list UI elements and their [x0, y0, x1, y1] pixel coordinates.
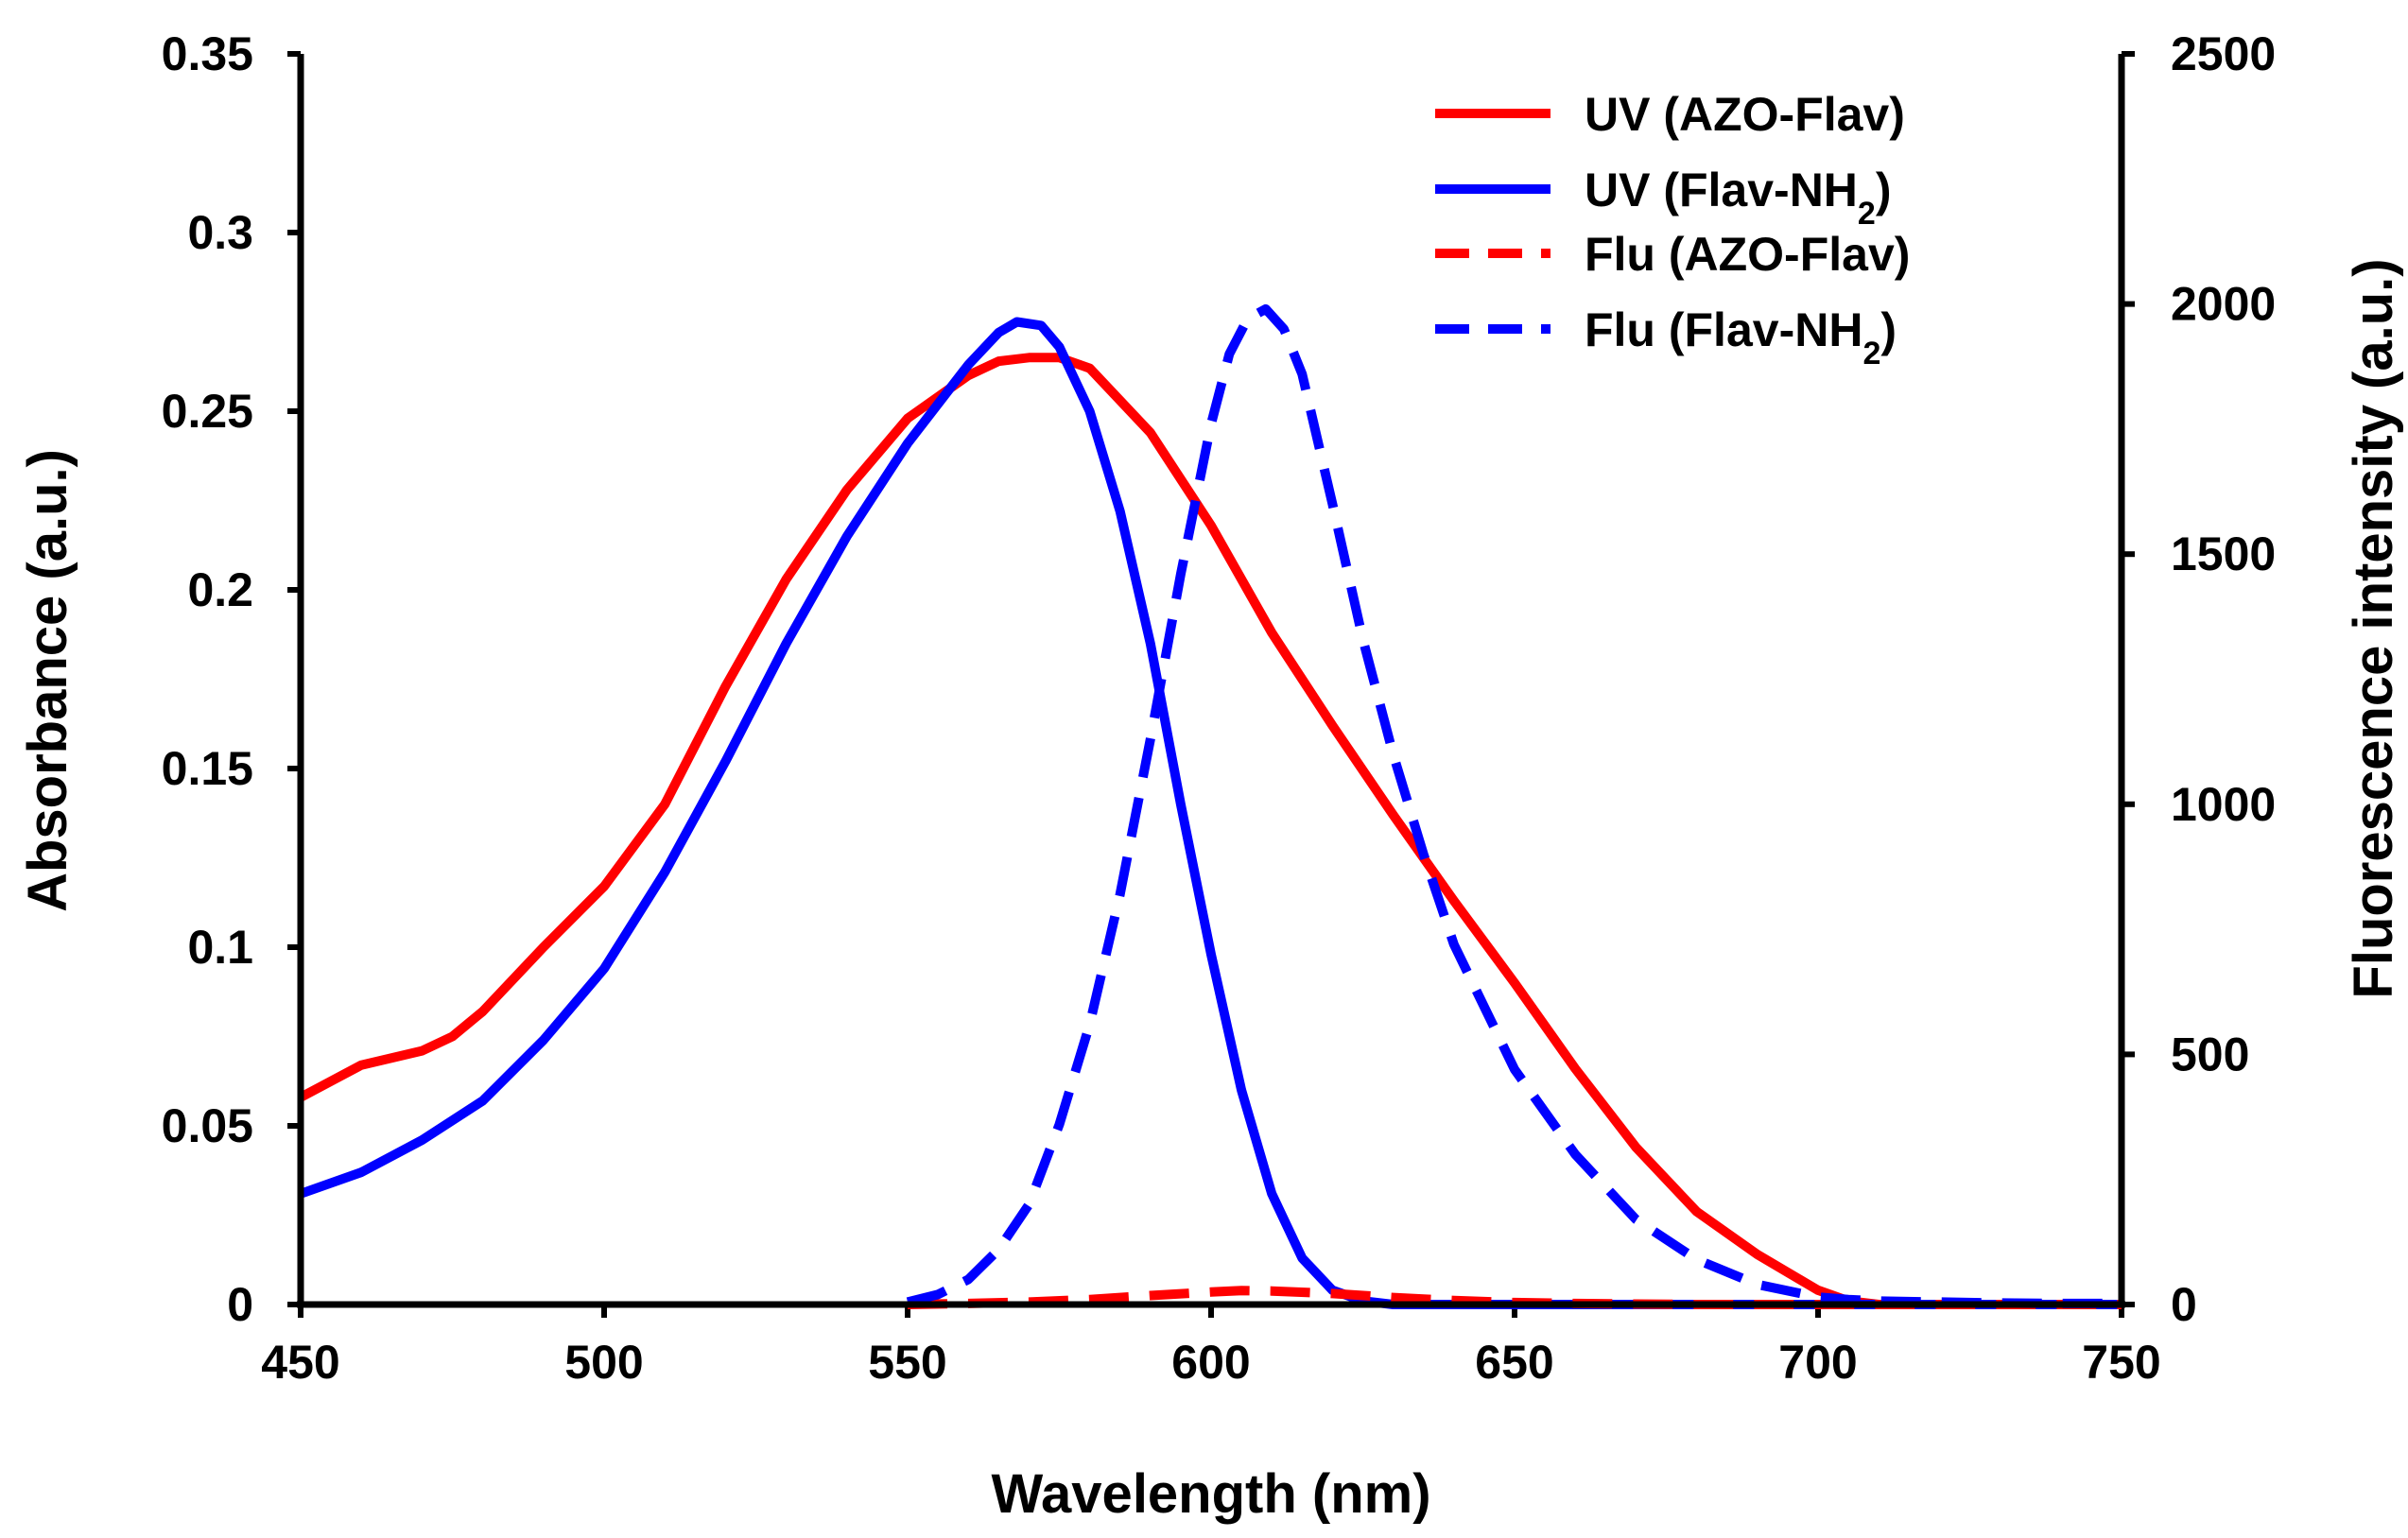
y-tick-label: 0.2: [187, 563, 253, 616]
series-line-1: [299, 317, 2122, 1309]
x-tick-label: 750: [2082, 1336, 2160, 1389]
x-tick-label: 550: [868, 1336, 946, 1389]
tick-labels: 450 500 550 600 650 700 75000.050.10.150.20.25…: [162, 27, 2277, 1389]
y2-tick-label: 1000: [2171, 778, 2276, 831]
y2-tick-label: 0: [2171, 1278, 2197, 1331]
y-tick-label: 0: [227, 1278, 253, 1331]
series-line-0: [298, 353, 2122, 1309]
x-tick-label: 600: [1171, 1336, 1250, 1389]
x-tick-label: 450: [261, 1336, 339, 1389]
y2-tick-label: 2000: [2171, 278, 2276, 331]
legend-label: UV (Flav-NH2): [1585, 164, 1892, 232]
legend-label: Flu (AZO-Flav): [1585, 228, 1910, 281]
y-tick-label: 0.3: [187, 206, 253, 259]
y-axis-title: Absorbance (a.u.): [17, 449, 78, 912]
series-line-3: [906, 303, 2122, 1308]
x-axis-title: Wavelength (nm): [991, 1463, 1430, 1525]
x-tick-label: 650: [1475, 1336, 1553, 1389]
x-tick-label: 700: [1778, 1336, 1857, 1389]
x-tick-label: 500: [564, 1336, 643, 1389]
y-tick-label: 0.05: [162, 1099, 253, 1152]
y-tick-label: 0.35: [162, 27, 253, 80]
legend-label: Flu (Flav-NH2): [1585, 303, 1897, 372]
y-tick-label: 0.15: [162, 742, 253, 795]
series-layer: [298, 303, 2122, 1309]
y-tick-label: 0.1: [187, 921, 253, 974]
legend: UV (AZO-Flav) UV (Flav-NH2)Flu (AZO-Flav)…: [1435, 88, 1910, 372]
axes: [297, 54, 2125, 1308]
y2-tick-label: 1500: [2171, 527, 2276, 580]
y2-tick-label: 500: [2171, 1028, 2249, 1080]
y2-axis-title: Fluorescence intensity (a.u.): [2343, 258, 2404, 998]
legend-label: UV (AZO-Flav): [1585, 88, 1905, 141]
y2-tick-label: 2500: [2171, 27, 2276, 80]
y-tick-label: 0.25: [162, 385, 253, 438]
